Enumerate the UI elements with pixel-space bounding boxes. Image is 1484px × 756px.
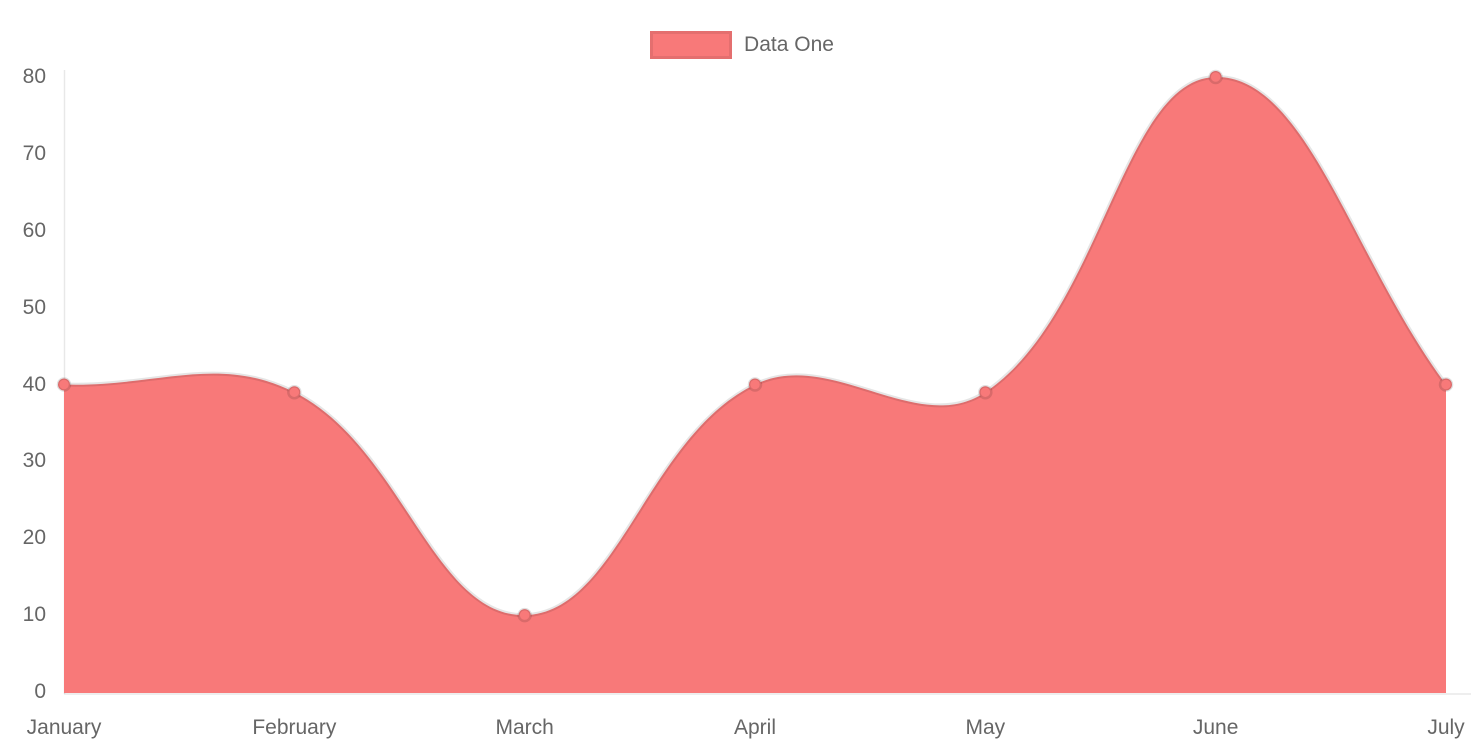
x-tick-label-march: March [495,716,554,739]
y-tick-label-40: 40 [22,372,46,396]
y-tick-label-80: 80 [22,65,46,88]
x-tick-label-july: July [1427,716,1465,739]
y-tick-label-70: 70 [22,141,46,165]
x-tick-label-may: May [965,716,1006,739]
y-tick-label-0: 0 [34,680,46,703]
x-tick-label-january: January [26,716,102,739]
x-tick-label-february: February [252,716,337,739]
y-tick-label-60: 60 [22,218,46,242]
y-tick-label-20: 20 [22,526,46,550]
data-point-april[interactable] [747,377,763,392]
data-point-march[interactable] [517,607,532,623]
y-tick-label-30: 30 [22,449,46,473]
data-point-january[interactable] [56,377,72,392]
x-tick-label-april: April [733,716,777,739]
data-point-february[interactable] [287,384,302,400]
x-tick-label-june: June [1192,716,1239,739]
legend-label: Data One [744,33,834,56]
data-point-july[interactable] [1438,377,1454,392]
legend-swatch [650,31,733,59]
data-point-june[interactable] [1208,69,1223,85]
data-point-may[interactable] [978,384,993,400]
data-line [62,74,1448,618]
legend-item-data-one[interactable]: Data One [0,31,1484,59]
y-tick-label-10: 10 [22,603,46,627]
y-tick-label-50: 50 [22,295,46,319]
